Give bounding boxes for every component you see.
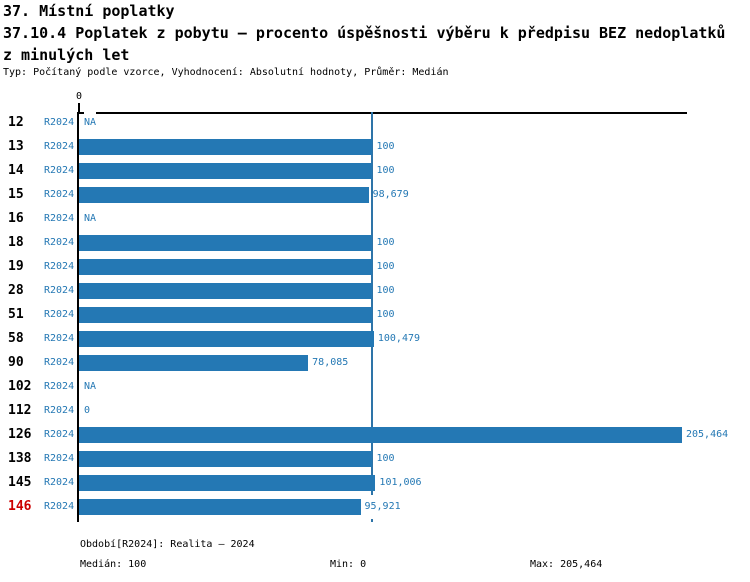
x-axis-line bbox=[77, 112, 687, 114]
chart-title-line-2: z minulých let bbox=[3, 46, 130, 64]
bar-value-label: 78,085 bbox=[312, 351, 349, 375]
row-id-label: 15 bbox=[8, 187, 24, 202]
row-period-label: R2024 bbox=[44, 117, 75, 128]
chart-row: 102 R2024 NA bbox=[0, 375, 750, 399]
row-id-label: 14 bbox=[8, 163, 24, 178]
row-id-label: 90 bbox=[8, 355, 24, 370]
value-bar bbox=[79, 475, 376, 491]
chart-row: 19 R2024 100 bbox=[0, 255, 750, 279]
value-bar bbox=[79, 163, 373, 179]
row-period-label: R2024 bbox=[44, 309, 75, 320]
chart-row: 14 R2024 100 bbox=[0, 159, 750, 183]
chart-row: 15 R2024 98,679 bbox=[0, 183, 750, 207]
row-id-label: 58 bbox=[8, 331, 24, 346]
bar-value-label: 100 bbox=[376, 159, 395, 183]
bar-value-label: NA bbox=[84, 375, 97, 399]
row-period-label: R2024 bbox=[44, 165, 75, 176]
row-id-label: 112 bbox=[8, 403, 32, 418]
chart-row: 145 R2024 101,006 bbox=[0, 471, 750, 495]
row-period-label: R2024 bbox=[44, 405, 75, 416]
bar-value-label: 95,921 bbox=[364, 495, 401, 519]
row-period-label: R2024 bbox=[44, 237, 75, 248]
row-period-label: R2024 bbox=[44, 429, 75, 440]
bar-value-label: 101,006 bbox=[379, 471, 422, 495]
chart-rows: 12 R2024 NA 13 R2024 100 14 R2024 100 15… bbox=[0, 111, 750, 519]
value-bar bbox=[79, 331, 374, 347]
bar-value-label: 100,479 bbox=[377, 327, 421, 351]
bar-value-label: 0 bbox=[84, 399, 91, 423]
chart-row: 112 R2024 0 bbox=[0, 399, 750, 423]
row-period-label: R2024 bbox=[44, 357, 75, 368]
chart-meta-info: Typ: Počítaný podle vzorce, Vyhodnocení:… bbox=[3, 67, 449, 78]
row-id-label: 18 bbox=[8, 235, 24, 250]
row-id-label: 51 bbox=[8, 307, 24, 322]
x-axis-zero-tick-label: 0 bbox=[75, 91, 83, 102]
chart-title-line-1: 37.10.4 Poplatek z pobytu – procento úsp… bbox=[3, 24, 726, 42]
bar-value-label: NA bbox=[84, 111, 97, 135]
row-id-label: 19 bbox=[8, 259, 24, 274]
value-bar bbox=[79, 259, 373, 275]
chart-row: 13 R2024 100 bbox=[0, 135, 750, 159]
row-period-label: R2024 bbox=[44, 189, 75, 200]
chart-row: 12 R2024 NA bbox=[0, 111, 750, 135]
row-id-label: 16 bbox=[8, 211, 24, 226]
bar-value-label: 100 bbox=[376, 303, 395, 327]
footer-min-value: Min: 0 bbox=[330, 559, 367, 570]
row-period-label: R2024 bbox=[44, 453, 75, 464]
row-period-label: R2024 bbox=[44, 477, 75, 488]
chart-row: 28 R2024 100 bbox=[0, 279, 750, 303]
row-id-label: 126 bbox=[8, 427, 32, 442]
bar-value-label: NA bbox=[84, 207, 97, 231]
chart-row: 16 R2024 NA bbox=[0, 207, 750, 231]
row-period-label: R2024 bbox=[44, 141, 75, 152]
page-title: 37. Místní poplatky bbox=[3, 2, 175, 20]
bar-value-label: 100 bbox=[376, 231, 395, 255]
row-id-label: 145 bbox=[8, 475, 32, 490]
bar-value-label: 100 bbox=[376, 279, 395, 303]
value-bar bbox=[79, 283, 373, 299]
footer-max-value: Max: 205,464 bbox=[530, 559, 603, 570]
row-period-label: R2024 bbox=[44, 381, 75, 392]
value-bar bbox=[79, 499, 361, 515]
row-id-label: 13 bbox=[8, 139, 24, 154]
bar-value-label: 98,679 bbox=[372, 183, 409, 207]
row-id-label: 28 bbox=[8, 283, 24, 298]
value-bar bbox=[79, 451, 373, 467]
chart-row: 90 R2024 78,085 bbox=[0, 351, 750, 375]
row-id-label: 146 bbox=[8, 499, 32, 514]
y-axis-line bbox=[77, 112, 79, 522]
row-id-label: 102 bbox=[8, 379, 32, 394]
row-period-label: R2024 bbox=[44, 213, 75, 224]
value-bar bbox=[79, 307, 373, 323]
value-bar bbox=[79, 355, 309, 371]
footer-period-info: Období[R2024]: Realita – 2024 bbox=[80, 539, 255, 550]
row-period-label: R2024 bbox=[44, 285, 75, 296]
bar-value-label: 100 bbox=[376, 255, 395, 279]
chart-row: 58 R2024 100,479 bbox=[0, 327, 750, 351]
bar-value-label: 100 bbox=[376, 135, 395, 159]
chart-row: 146 R2024 95,921 bbox=[0, 495, 750, 519]
value-bar bbox=[79, 427, 682, 443]
footer-median-value: Medián: 100 bbox=[80, 559, 147, 570]
chart-row: 51 R2024 100 bbox=[0, 303, 750, 327]
chart-row: 18 R2024 100 bbox=[0, 231, 750, 255]
value-bar bbox=[79, 235, 373, 251]
value-bar bbox=[79, 187, 369, 203]
chart-row: 126 R2024 205,464 bbox=[0, 423, 750, 447]
row-id-label: 138 bbox=[8, 451, 32, 466]
x-axis-zero-tick bbox=[78, 103, 80, 112]
row-period-label: R2024 bbox=[44, 333, 75, 344]
row-id-label: 12 bbox=[8, 115, 24, 130]
bar-value-label: 100 bbox=[376, 447, 395, 471]
value-bar bbox=[79, 139, 373, 155]
chart-row: 138 R2024 100 bbox=[0, 447, 750, 471]
row-period-label: R2024 bbox=[44, 501, 75, 512]
row-period-label: R2024 bbox=[44, 261, 75, 272]
bar-value-label: 205,464 bbox=[686, 423, 729, 447]
